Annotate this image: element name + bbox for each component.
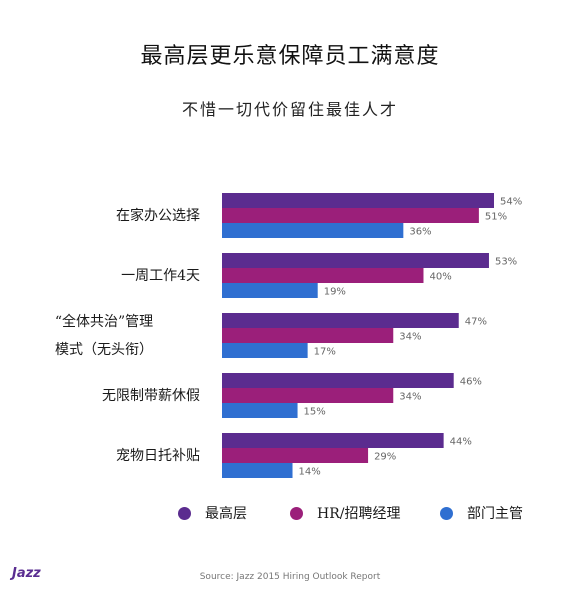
data-label-3-2: 19%	[324, 287, 346, 298]
bar-1-1	[222, 193, 494, 208]
legend-item-1: 最高层	[178, 503, 247, 523]
legend-item-2: HR/招聘经理	[290, 503, 400, 523]
data-label-2-4: 34%	[399, 392, 421, 403]
category-label-5: 宠物日托补贴	[116, 447, 200, 464]
category-label-4: 无限制带薪休假	[102, 387, 200, 404]
bar-3-3	[222, 343, 308, 358]
bar-2-3	[222, 328, 394, 343]
bar-1-2	[222, 253, 489, 268]
legend-swatch-1	[178, 506, 191, 520]
chart-subtitle: 不惜一切代价留住最佳人才	[181, 100, 398, 119]
bar-2-4	[222, 388, 394, 403]
legend-label-3: 部门主管	[467, 506, 523, 522]
category-label-1: 在家办公选择	[116, 207, 200, 224]
category-label-3-line-1: “全体共治”管理	[54, 313, 154, 330]
legend-swatch-2	[290, 506, 303, 520]
data-label-1-1: 54%	[500, 197, 522, 208]
jazz-logo: Jazz	[12, 566, 41, 581]
bar-3-5	[222, 463, 293, 478]
bar-1-4	[222, 373, 454, 388]
data-label-3-5: 14%	[299, 467, 321, 478]
data-label-2-3: 34%	[399, 332, 421, 343]
data-label-2-2: 40%	[429, 272, 451, 283]
data-label-1-3: 47%	[465, 317, 487, 328]
bar-2-2	[222, 268, 424, 283]
bar-3-1	[222, 223, 404, 238]
legend-label-2: HR/招聘经理	[317, 506, 401, 522]
bar-2-1	[222, 208, 479, 223]
data-label-3-4: 15%	[304, 407, 326, 418]
source-note: Source: Jazz 2015 Hiring Outlook Report	[199, 572, 381, 582]
bar-3-4	[222, 403, 298, 418]
bar-2-5	[222, 448, 369, 463]
data-label-1-5: 44%	[450, 437, 472, 448]
category-label-3-line-2: 模式（无头衔）	[55, 341, 153, 358]
bar-3-2	[222, 283, 318, 298]
bar-1-5	[222, 433, 444, 448]
legend-label-1: 最高层	[205, 506, 247, 522]
legend-swatch-3	[440, 506, 453, 520]
data-label-2-5: 29%	[374, 452, 396, 463]
chart-title: 最高层更乐意保障员工满意度	[140, 44, 440, 69]
data-label-2-1: 51%	[485, 212, 507, 223]
data-label-3-3: 17%	[314, 347, 336, 358]
data-label-1-2: 53%	[495, 257, 517, 268]
category-label-2: 一周工作4天	[121, 267, 200, 284]
data-label-1-4: 46%	[460, 377, 482, 388]
bar-1-3	[222, 313, 459, 328]
data-label-3-1: 36%	[409, 227, 431, 238]
legend-item-3: 部门主管	[440, 503, 523, 523]
